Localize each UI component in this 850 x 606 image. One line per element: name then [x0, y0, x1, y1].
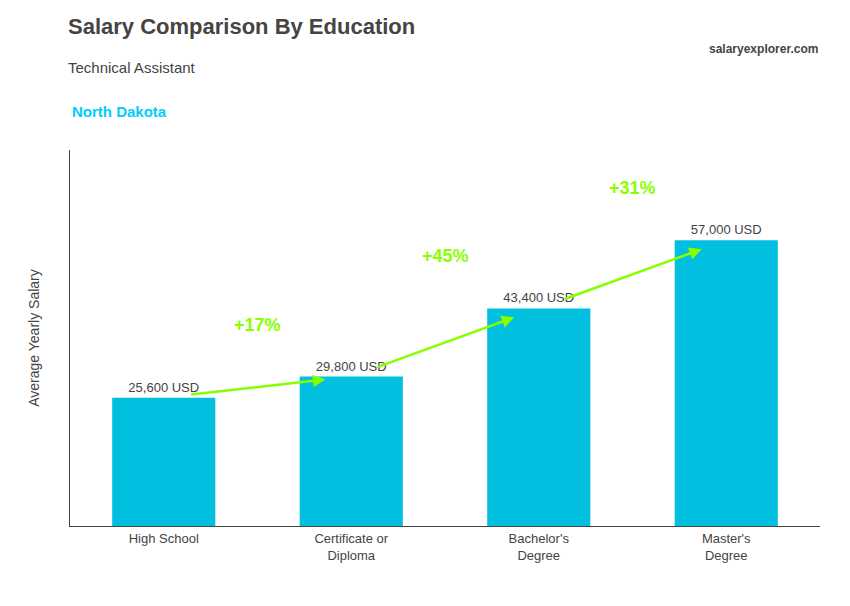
svg-text:Certificate orDiploma: Certificate orDiploma — [314, 531, 388, 563]
svg-text:+45%: +45% — [422, 246, 469, 266]
svg-text:43,400 USD: 43,400 USD — [503, 290, 574, 305]
svg-text:salaryexplorer.com: salaryexplorer.com — [709, 42, 818, 56]
svg-text:+31%: +31% — [609, 178, 656, 198]
svg-text:Bachelor'sDegree: Bachelor'sDegree — [509, 531, 570, 563]
svg-text:57,000 USD: 57,000 USD — [691, 222, 762, 237]
svg-text:29,800 USD: 29,800 USD — [316, 359, 387, 374]
svg-text:Master'sDegree: Master'sDegree — [702, 531, 751, 563]
svg-text:25,600 USD: 25,600 USD — [128, 380, 199, 395]
svg-text:High School: High School — [129, 531, 199, 546]
svg-text:+17%: +17% — [234, 315, 281, 335]
svg-text:Technical Assistant: Technical Assistant — [68, 59, 196, 76]
svg-text:Average Yearly Salary: Average Yearly Salary — [26, 269, 42, 407]
svg-text:North Dakota: North Dakota — [72, 103, 167, 120]
svg-text:Salary Comparison By Education: Salary Comparison By Education — [68, 14, 415, 39]
